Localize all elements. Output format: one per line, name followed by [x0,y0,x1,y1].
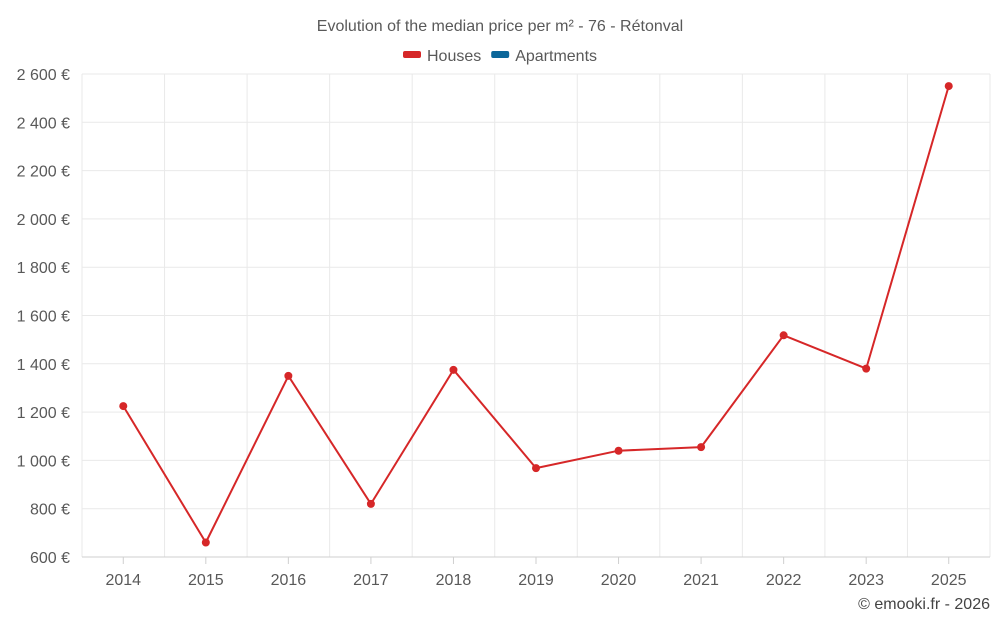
data-point[interactable] [532,464,540,473]
legend-swatch [403,51,421,58]
legend-item-apartments[interactable]: Apartments [491,48,597,65]
y-tick-label: 2 000 € [17,212,70,229]
y-tick-label: 600 € [30,550,70,567]
legend-label: Apartments [515,48,597,65]
y-tick-label: 2 200 € [17,164,70,181]
data-point[interactable] [697,443,706,452]
x-axis-ticks: 2014 2015 2016 2017 2018 2019 2020 2021 2022 2023… [105,557,967,589]
data-point[interactable] [201,538,210,547]
y-tick-label: 800 € [30,502,70,519]
x-tick-label: 2021 [683,572,719,589]
credit-text: © emooki.fr - 2026 [858,596,990,613]
y-axis-ticks: 600 € 800 € 1 000 € 1 200 € 1 400 € 1 600 € 1 … [17,67,70,567]
x-tick-label: 2023 [848,572,884,589]
legend-swatch [491,51,510,58]
series [119,82,953,547]
x-tick-label: 2016 [271,572,307,589]
y-tick-label: 2 600 € [17,67,70,84]
data-point[interactable] [944,82,953,91]
x-tick-label: 2018 [436,572,472,589]
legend-item-houses[interactable]: Houses [403,48,481,65]
data-point[interactable] [614,446,623,455]
x-tick-label: 2025 [931,572,967,589]
x-tick-label: 2017 [353,572,389,589]
data-point[interactable] [449,365,458,374]
legend: Houses Apartments [403,48,597,65]
y-tick-label: 1 000 € [17,453,70,470]
y-tick-label: 1 600 € [17,309,70,326]
data-point[interactable] [366,499,375,508]
x-tick-label: 2022 [766,572,802,589]
chart-title: Evolution of the median price per m² - 7… [317,18,683,35]
y-tick-label: 2 400 € [17,115,70,132]
legend-label: Houses [427,48,481,65]
data-point[interactable] [779,331,788,340]
y-tick-label: 1 800 € [17,260,70,277]
data-point[interactable] [862,364,871,373]
x-tick-label: 2020 [601,572,637,589]
x-tick-label: 2015 [188,572,224,589]
y-tick-label: 1 200 € [17,405,70,422]
grid [81,73,991,558]
data-point[interactable] [119,402,128,411]
data-point[interactable] [284,371,293,380]
x-tick-label: 2014 [105,572,141,589]
x-tick-label: 2019 [518,572,554,589]
y-tick-label: 1 400 € [17,357,70,374]
